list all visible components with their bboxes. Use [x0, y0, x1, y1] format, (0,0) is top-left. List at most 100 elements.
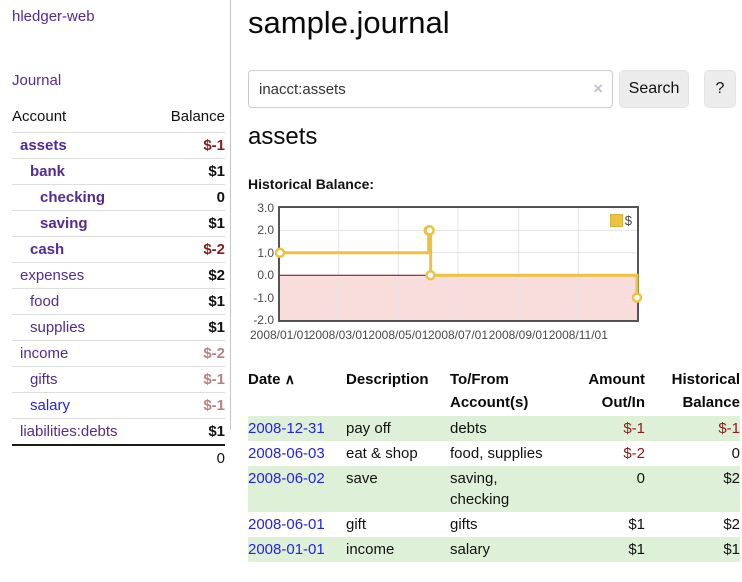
accounts-total-row: 0: [12, 444, 225, 471]
account-balance: $-2: [152, 236, 225, 263]
app-title-link[interactable]: hledger-web: [12, 8, 95, 25]
account-row: bank $1: [12, 158, 225, 185]
legend-series-swatch-icon: [609, 214, 623, 227]
account-link[interactable]: income: [20, 345, 69, 362]
transaction-amount: $1: [628, 516, 645, 533]
register-table-body: 2008-12-31 pay off debts $-1 $-1 2008-06-03 ea…: [248, 416, 740, 562]
transaction-description: gift: [346, 516, 367, 533]
account-link[interactable]: bank: [30, 163, 66, 180]
chart-legend: $: [608, 213, 633, 228]
register-header-amount: Amount Out/In: [588, 371, 645, 411]
accounts-table: Account Balance assets $-1 bank $1 checking 0…: [12, 108, 225, 471]
account-row: checking 0: [12, 184, 225, 211]
sidebar-divider: [230, 0, 231, 430]
accounts-header-row: Account Balance: [12, 108, 225, 133]
account-balance: $2: [152, 262, 225, 289]
account-link[interactable]: supplies: [30, 319, 86, 336]
transaction-date-link[interactable]: 2008-06-03: [248, 445, 325, 462]
help-button[interactable]: ?: [704, 70, 736, 108]
transaction-accounts: food, supplies: [450, 445, 543, 462]
register-table: Date ∧ Description To/From Account(s) Am…: [248, 366, 740, 562]
account-balance: $-1: [152, 132, 225, 159]
register-header-accounts: To/From Account(s): [450, 371, 529, 411]
chart-x-tick-label: 2008/11/01: [548, 328, 608, 342]
account-balance: $-2: [152, 340, 225, 367]
register-row: 2008-06-01 gift gifts $1 $2: [248, 512, 740, 537]
account-link[interactable]: assets: [20, 137, 67, 154]
chart-y-tick-label: 0.0: [257, 268, 274, 283]
chart-y-tick-label: -1.0: [253, 290, 274, 305]
historical-balance-chart: $ 3.0 2.0 1.0 0.0 -1.0 -2.0 2008/01/01 2008/03/…: [248, 201, 742, 346]
transaction-date-link[interactable]: 2008-06-01: [248, 516, 325, 533]
account-row: food $1: [12, 288, 225, 315]
sidebar-item-journal[interactable]: Journal: [12, 72, 62, 89]
account-row: gifts $-1: [12, 366, 225, 393]
transaction-accounts: saving, checking: [450, 470, 510, 508]
account-balance: $1: [152, 418, 225, 445]
transaction-accounts: gifts: [450, 516, 478, 533]
chart-x-tick-label: 2008/09/01: [488, 328, 549, 342]
accounts-total-value: 0: [152, 444, 225, 471]
main-content: sample.journal × Search ? assets Histori…: [248, 0, 742, 562]
search-bar: × Search ?: [248, 70, 742, 108]
transaction-date-link[interactable]: 2008-06-02: [248, 470, 325, 487]
account-link[interactable]: checking: [40, 189, 106, 206]
chart-canvas: [274, 208, 643, 320]
transaction-date-link[interactable]: 2008-12-31: [248, 420, 325, 437]
transaction-balance: $-1: [718, 420, 740, 437]
account-link[interactable]: cash: [30, 241, 65, 258]
account-link[interactable]: expenses: [20, 267, 85, 284]
register-header-date[interactable]: Date ∧: [248, 371, 295, 388]
chart-title: Historical Balance:: [248, 176, 375, 192]
search-button[interactable]: Search: [619, 70, 689, 108]
account-link[interactable]: salary: [30, 397, 71, 414]
account-link[interactable]: liabilities:debts: [20, 423, 118, 440]
account-balance: $-1: [152, 392, 225, 419]
transaction-accounts: salary: [450, 541, 491, 558]
sidebar: hledger-web Journal Account Balance asse…: [0, 0, 230, 471]
chart-y-tick-label: 3.0: [257, 201, 274, 215]
search-input[interactable]: [248, 70, 613, 108]
transaction-balance: $2: [723, 470, 740, 487]
chart-x-tick-label: 2008/05/01: [368, 328, 429, 342]
chart-y-tick-label: -2.0: [253, 313, 274, 327]
account-row: income $-2: [12, 340, 225, 367]
transaction-amount: 0: [636, 470, 645, 487]
transaction-amount: $1: [628, 541, 645, 558]
transaction-description: income: [346, 541, 395, 558]
account-row: expenses $2: [12, 262, 225, 289]
transaction-balance: $2: [723, 516, 740, 533]
transaction-date-link[interactable]: 2008-01-01: [248, 541, 325, 558]
account-balance: $1: [152, 288, 225, 315]
page-title: sample.journal: [248, 5, 450, 40]
account-row: salary $-1: [12, 392, 225, 419]
chart-x-tick-label: 2008/03/01: [308, 328, 369, 342]
register-row: 2008-06-03 eat & shop food, supplies $-2 0: [248, 441, 740, 466]
transaction-description: pay off: [346, 420, 391, 437]
account-row: cash $-2: [12, 236, 225, 263]
register-row: 2008-12-31 pay off debts $-1 $-1: [248, 416, 740, 441]
account-balance: $-1: [152, 366, 225, 393]
account-row: supplies $1: [12, 314, 225, 341]
account-balance: $1: [152, 210, 225, 237]
account-link[interactable]: gifts: [30, 371, 58, 388]
account-link[interactable]: saving: [40, 215, 88, 232]
transaction-balance: $1: [723, 541, 740, 558]
transaction-balance: 0: [731, 445, 740, 462]
transaction-accounts: debts: [450, 420, 487, 437]
chart-y-tick-label: 1.0: [257, 245, 274, 260]
accounts-header-balance: Balance: [170, 108, 225, 125]
transaction-amount: $-1: [623, 420, 645, 437]
transaction-description: eat & shop: [346, 445, 418, 462]
chart-plot-area: $: [274, 206, 643, 322]
chart-y-tick-label: 2.0: [257, 223, 274, 238]
account-row: assets $-1: [12, 132, 225, 159]
account-balance: $1: [152, 314, 225, 341]
legend-series-label: $: [624, 213, 632, 228]
transaction-amount: $-2: [623, 445, 645, 462]
account-row: liabilities:debts $1: [12, 418, 225, 445]
accounts-table-body: assets $-1 bank $1 checking 0 saving $1 cash $-2 e…: [12, 132, 225, 471]
clear-search-icon[interactable]: ×: [593, 79, 603, 98]
account-link[interactable]: food: [30, 293, 60, 310]
account-balance: $1: [152, 158, 225, 185]
